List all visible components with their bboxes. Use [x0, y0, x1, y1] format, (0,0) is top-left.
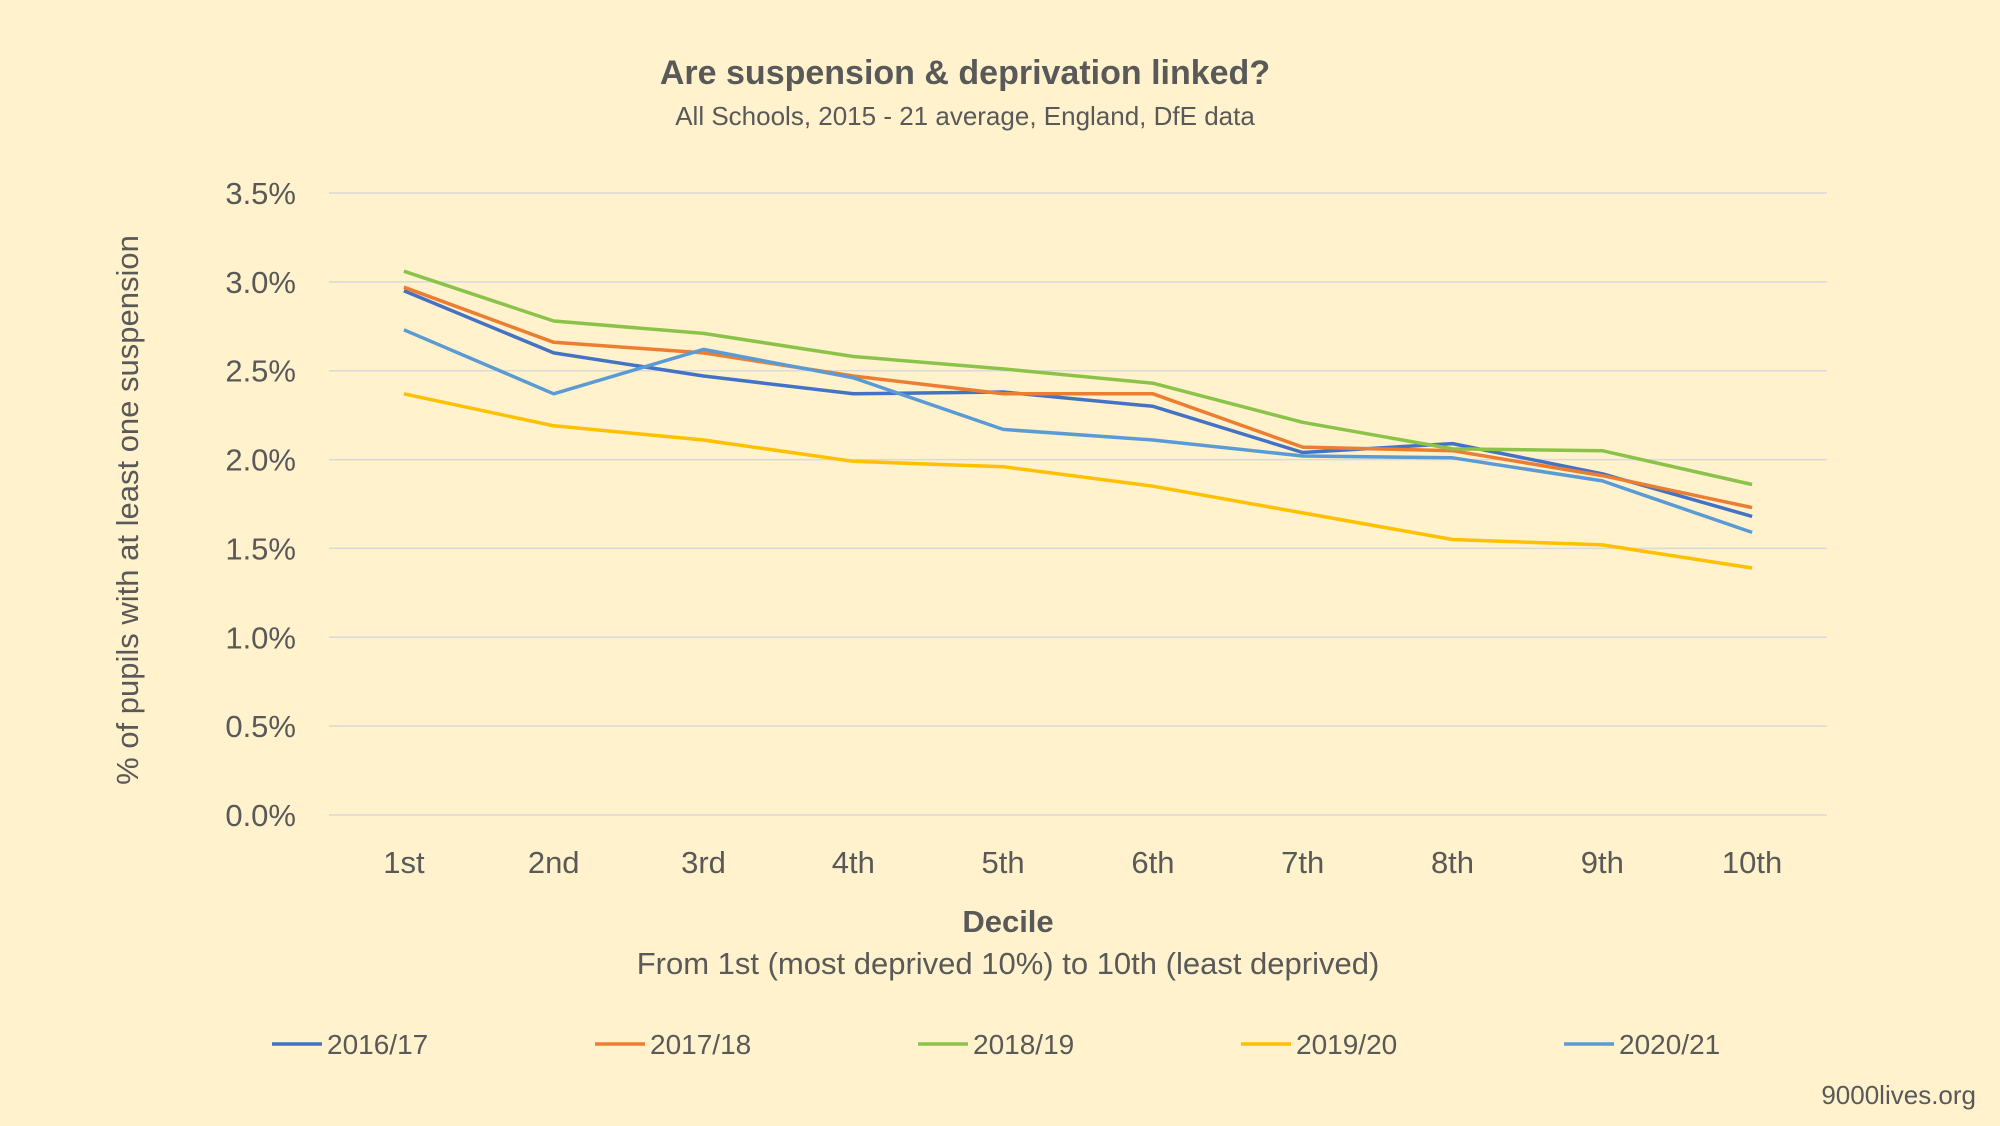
legend: 2016/17 2017/18 2018/19 2019/20 2020/21: [272, 1029, 1720, 1060]
y-tick-label: 1.0%: [225, 620, 296, 655]
y-tick-label: 3.5%: [225, 176, 296, 211]
y-tick-label: 2.5%: [225, 354, 296, 389]
chart-subtitle: All Schools, 2015 - 21 average, England,…: [675, 101, 1255, 131]
x-tick-label: 4th: [832, 845, 875, 880]
y-tick-label: 1.5%: [225, 531, 296, 566]
series-line-2017-18: [403, 285, 1753, 510]
y-tick-label: 2.0%: [225, 443, 296, 478]
x-tick-label: 9th: [1581, 845, 1624, 880]
source-credit: 9000lives.org: [1821, 1080, 1976, 1110]
x-tick-label: 1st: [383, 845, 425, 880]
legend-label: 2017/18: [650, 1029, 751, 1060]
series-line-2020-21: [403, 328, 1753, 535]
legend-label: 2019/20: [1296, 1029, 1397, 1060]
x-axis-label: Decile: [962, 904, 1053, 939]
series-line-2018-19: [403, 269, 1753, 487]
x-axis-sublabel: From 1st (most deprived 10%) to 10th (le…: [637, 946, 1380, 981]
x-tick-label: 3rd: [681, 845, 726, 880]
x-tick-label: 6th: [1131, 845, 1174, 880]
series-line-2016-17: [403, 289, 1753, 519]
x-tick-label: 7th: [1281, 845, 1324, 880]
x-tick-label: 2nd: [528, 845, 580, 880]
x-tick-label: 8th: [1431, 845, 1474, 880]
y-axis-label: % of pupils with at least one suspension: [110, 235, 145, 785]
legend-label: 2016/17: [327, 1029, 428, 1060]
x-tick-label: 5th: [982, 845, 1025, 880]
series-line-2019-20: [403, 392, 1753, 570]
legend-label: 2018/19: [973, 1029, 1074, 1060]
y-tick-label: 3.0%: [225, 265, 296, 300]
x-tick-label: 10th: [1722, 845, 1782, 880]
y-tick-label: 0.0%: [225, 798, 296, 833]
chart-title: Are suspension & deprivation linked?: [660, 54, 1270, 92]
y-tick-label: 0.5%: [225, 709, 296, 744]
legend-label: 2020/21: [1619, 1029, 1720, 1060]
